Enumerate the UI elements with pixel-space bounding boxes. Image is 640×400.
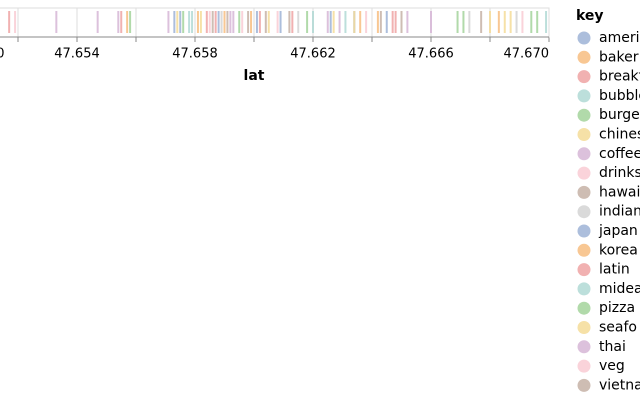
legend-label: korea: [599, 242, 638, 258]
legend-symbol: [577, 128, 591, 141]
legend-symbol: [577, 243, 591, 257]
legend-symbol: [577, 224, 591, 238]
legend-symbol: [577, 378, 591, 392]
legend-label: latin: [599, 262, 630, 278]
legend-label: breakf: [599, 69, 640, 85]
legend-label: pizza: [599, 300, 635, 316]
legend-symbol: [577, 205, 591, 219]
legend-label: thai: [599, 339, 626, 355]
legend-label: burge: [599, 107, 640, 123]
legend-label: vietna: [599, 377, 640, 393]
legend-label: bubble: [599, 88, 640, 104]
legend-label: veg: [599, 358, 625, 374]
x-tick-label: 47.650: [0, 47, 5, 62]
plot-frame: [0, 7, 550, 38]
x-axis-title: lat: [244, 68, 265, 84]
legend-symbol: [577, 340, 591, 354]
legend-symbol: [577, 282, 591, 296]
legend-symbol: [577, 185, 591, 199]
x-tick-label: 47.658: [172, 47, 218, 62]
legend-symbol: [577, 263, 591, 277]
legend-label: drinks: [599, 165, 640, 181]
legend-label: baker: [599, 49, 639, 65]
legend-label: indian: [599, 204, 640, 220]
legend-symbol: [577, 70, 591, 84]
legend-symbol: [577, 301, 591, 315]
legend-label: japan: [598, 223, 638, 239]
legend-label: seafo: [599, 320, 637, 336]
legend-symbol: [577, 359, 591, 373]
x-tick-label: 47.666: [408, 47, 454, 62]
legend-label: midea: [599, 281, 640, 297]
legend-label: hawai: [599, 184, 640, 200]
legend-symbol: [577, 108, 591, 122]
legend-symbol: [577, 166, 591, 180]
legend-symbol: [577, 147, 591, 161]
legend-label: coffee: [599, 146, 640, 162]
legend-symbol: [577, 89, 591, 103]
legend-symbol: [577, 31, 591, 45]
legend-symbol: [577, 50, 591, 64]
legend-label: ameri: [599, 30, 639, 46]
x-tick-label: 47.662: [290, 47, 336, 62]
legend-label: chines: [599, 127, 640, 143]
legend-symbol: [577, 321, 591, 334]
legend-title: key: [576, 8, 604, 24]
x-tick-label: 47.654: [54, 47, 100, 62]
x-tick-label: 47.670: [504, 47, 550, 62]
